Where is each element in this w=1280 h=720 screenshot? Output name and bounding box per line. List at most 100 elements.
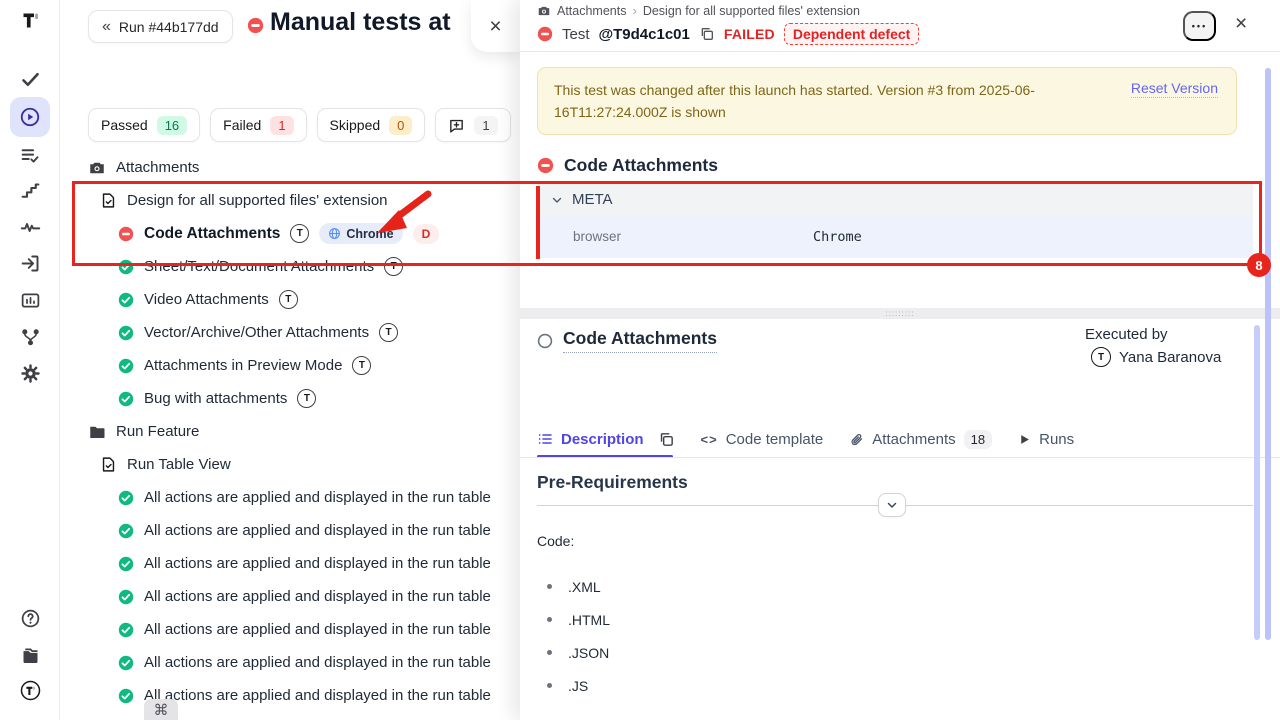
defect-badge[interactable]: D: [412, 223, 440, 244]
tree-suite-run-table-view[interactable]: Run Table View: [60, 448, 520, 481]
sidebar-item-test-plans[interactable]: [18, 143, 42, 167]
tree-suite-design[interactable]: Design for all supported files' extensio…: [60, 184, 520, 217]
panel-resize-handle[interactable]: :::::::::: [520, 308, 1280, 319]
tester-badge-icon: T: [297, 389, 317, 408]
executor-avatar: T: [1091, 347, 1111, 367]
copy-icon[interactable]: [699, 26, 715, 42]
test-label: Vector/Archive/Other Attachments: [144, 324, 370, 341]
globe-icon: [328, 227, 341, 240]
failed-status-icon: [118, 226, 134, 242]
sidebar-item-runs[interactable]: [10, 97, 50, 137]
description-scrollbar[interactable]: [1254, 325, 1260, 640]
section-title[interactable]: Code Attachments: [563, 328, 717, 353]
sidebar-item-import[interactable]: [18, 251, 42, 275]
filter-passed-chip[interactable]: Passed 16: [88, 108, 201, 142]
play-icon: [1018, 433, 1031, 446]
command-key-badge: ⌘: [144, 699, 178, 720]
tester-badge-icon: T: [379, 323, 399, 342]
dependent-defect-badge[interactable]: Dependent defect: [783, 23, 920, 45]
sidebar-item-analytics[interactable]: [18, 288, 42, 312]
avatar-logo-icon: [20, 680, 40, 700]
list-item-text: .XML: [568, 578, 601, 595]
tree-test-passed[interactable]: Video Attachments T: [60, 283, 520, 316]
tab-description[interactable]: Description: [537, 431, 644, 448]
tree-test-run-table[interactable]: All actions are applied and displayed in…: [60, 481, 520, 514]
status-filter-chips: Passed 16 Failed 1 Skipped 0 1: [88, 108, 511, 142]
tree-test-run-table[interactable]: All actions are applied and displayed in…: [60, 547, 520, 580]
tree-test-run-table[interactable]: All actions are applied and displayed in…: [60, 646, 520, 679]
tab-runs[interactable]: Runs: [1018, 431, 1074, 448]
passed-status-icon: [118, 259, 134, 275]
tester-badge-icon: T: [384, 257, 404, 276]
tree-suite-attachments[interactable]: Attachments: [60, 151, 520, 184]
meta-row-browser: browser Chrome: [537, 215, 1253, 258]
executor-row: T Yana Baranova: [1091, 347, 1221, 367]
camera-icon: [88, 159, 106, 177]
list-item-text: .HTML: [568, 611, 610, 628]
tree-test-code-attachments[interactable]: Code Attachments T Chrome D: [60, 217, 520, 250]
breadcrumb-page[interactable]: Design for all supported files' extensio…: [642, 3, 860, 18]
sidebar-item-help[interactable]: [18, 606, 42, 630]
passed-status-icon: [118, 622, 134, 638]
tree-test-passed[interactable]: Sheet/Text/Document Attachments T: [60, 250, 520, 283]
reset-version-link[interactable]: Reset Version: [1130, 80, 1218, 98]
tree-suite-run-feature[interactable]: Run Feature: [60, 415, 520, 448]
annotation-number-badge: 8: [1247, 253, 1271, 277]
git-branch-icon: [21, 328, 39, 345]
tab-label: Runs: [1039, 430, 1075, 448]
extension-list: .XML .HTML .JSON .JS: [537, 570, 610, 702]
tester-badge-icon: T: [352, 356, 372, 375]
tester-badge-icon: T: [290, 224, 310, 243]
passed-count-badge: 16: [156, 115, 188, 135]
camera-icon: [537, 4, 551, 18]
test-tree: Attachments Design for all supported fil…: [60, 151, 520, 712]
paperclip-icon: [849, 432, 864, 447]
sidebar-item-docs[interactable]: [18, 643, 42, 667]
bullet-icon: [547, 617, 552, 622]
breadcrumb-root[interactable]: Attachments: [557, 3, 627, 18]
folder-icon: [88, 423, 106, 441]
passed-label: Passed: [101, 117, 148, 133]
user-avatar[interactable]: [18, 678, 42, 702]
test-title-heading: Code Attachments: [537, 328, 717, 353]
test-word-label: Test: [562, 25, 590, 43]
passed-status-icon: [118, 688, 134, 704]
back-to-run-button[interactable]: « Run #44b177dd: [88, 10, 233, 43]
filter-failed-chip[interactable]: Failed 1: [210, 108, 307, 142]
sidebar-item-steps[interactable]: [18, 179, 42, 203]
help-circle-icon: [21, 609, 39, 627]
tree-test-run-table[interactable]: All actions are applied and displayed in…: [60, 679, 520, 712]
status-badge: FAILED: [723, 26, 775, 42]
list-item: .JS: [537, 669, 610, 702]
chrome-env-badge[interactable]: Chrome: [319, 223, 403, 244]
run-title: Manual tests at: [270, 8, 451, 36]
detail-scrollbar[interactable]: [1265, 68, 1271, 640]
list-item: .XML: [537, 570, 610, 603]
app-logo[interactable]: [18, 8, 42, 32]
active-tab-underline: [537, 455, 673, 458]
run-panel-close-button[interactable]: ×: [471, 0, 520, 52]
tab-code-template[interactable]: <> Code template: [701, 431, 824, 448]
sidebar-item-pulse[interactable]: [18, 215, 42, 239]
tree-test-run-table[interactable]: All actions are applied and displayed in…: [60, 613, 520, 646]
comments-chip[interactable]: 1: [435, 108, 511, 142]
skipped-count-badge: 0: [389, 115, 413, 135]
tree-test-run-table[interactable]: All actions are applied and displayed in…: [60, 514, 520, 547]
copy-description-icon[interactable]: [658, 431, 675, 448]
detail-panel-close-button[interactable]: ×: [1235, 13, 1247, 34]
tree-test-passed[interactable]: Bug with attachments T: [60, 382, 520, 415]
passed-status-icon: [118, 589, 134, 605]
sidebar-item-settings[interactable]: [18, 361, 42, 385]
more-actions-button[interactable]: •••: [1183, 11, 1216, 41]
filter-skipped-chip[interactable]: Skipped 0: [316, 108, 426, 142]
suite-label: Attachments: [116, 159, 200, 176]
tab-attachments[interactable]: Attachments 18: [849, 429, 993, 449]
meta-header[interactable]: META: [537, 184, 1253, 215]
sidebar-item-tests[interactable]: [18, 67, 42, 91]
tree-test-passed[interactable]: Attachments in Preview Mode T: [60, 349, 520, 382]
tree-test-passed[interactable]: Vector/Archive/Other Attachments T: [60, 316, 520, 349]
collapse-section-button[interactable]: [878, 493, 906, 517]
sidebar-item-branches[interactable]: [18, 325, 42, 349]
list-item: .JSON: [537, 636, 610, 669]
tree-test-run-table[interactable]: All actions are applied and displayed in…: [60, 580, 520, 613]
